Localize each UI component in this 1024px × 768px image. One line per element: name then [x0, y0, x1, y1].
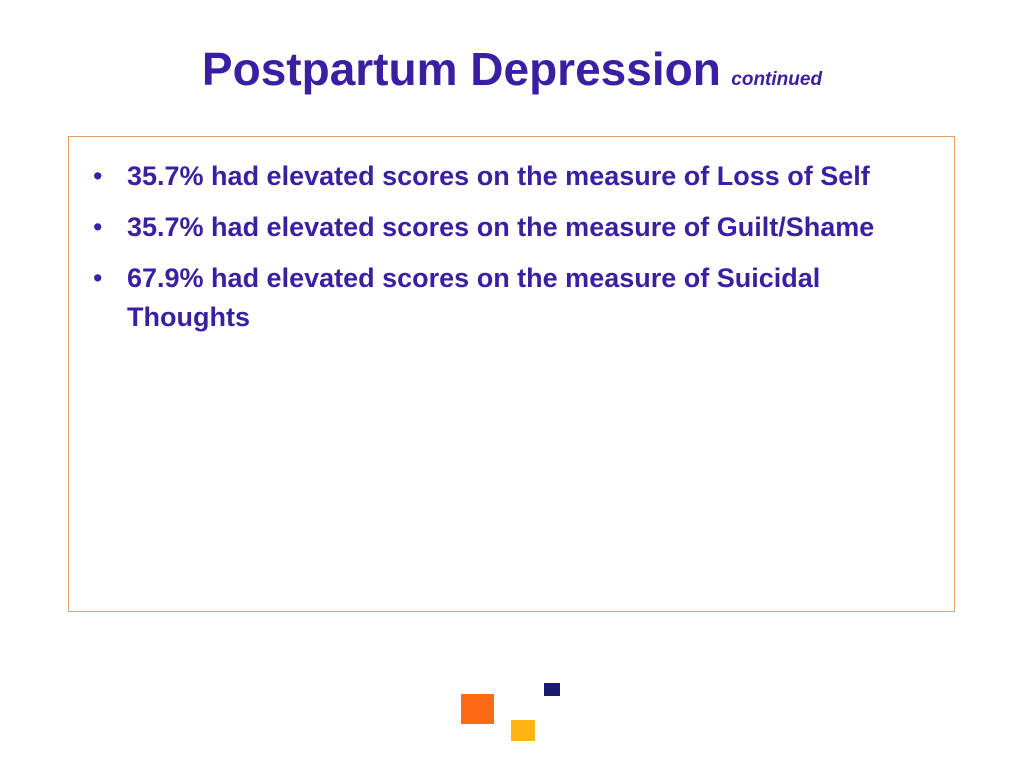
bullet-list: • 35.7% had elevated scores on the measu… — [85, 157, 885, 349]
content-box: • 35.7% had elevated scores on the measu… — [68, 136, 955, 612]
bullet-marker: • — [93, 263, 103, 293]
bullet-text: 35.7% had elevated scores on the measure… — [127, 161, 870, 191]
bullet-text: 67.9% had elevated scores on the measure… — [127, 263, 821, 332]
decorative-square-yellow — [511, 720, 535, 741]
bullet-item-guilt-shame: • 35.7% had elevated scores on the measu… — [85, 208, 885, 247]
bullet-text: 35.7% had elevated scores on the measure… — [127, 212, 875, 242]
title-subtitle: continued — [731, 69, 823, 90]
bullet-item-loss-of-self: • 35.7% had elevated scores on the measu… — [85, 157, 885, 196]
slide-title: Postpartum Depression continued — [0, 42, 1024, 96]
bullet-item-suicidal-thoughts: • 67.9% had elevated scores on the measu… — [85, 259, 885, 337]
decorative-square-navy — [544, 683, 560, 696]
decorative-square-orange — [461, 694, 494, 724]
bullet-marker: • — [93, 212, 103, 242]
bullet-marker: • — [93, 161, 103, 191]
title-main: Postpartum Depression — [201, 43, 721, 95]
